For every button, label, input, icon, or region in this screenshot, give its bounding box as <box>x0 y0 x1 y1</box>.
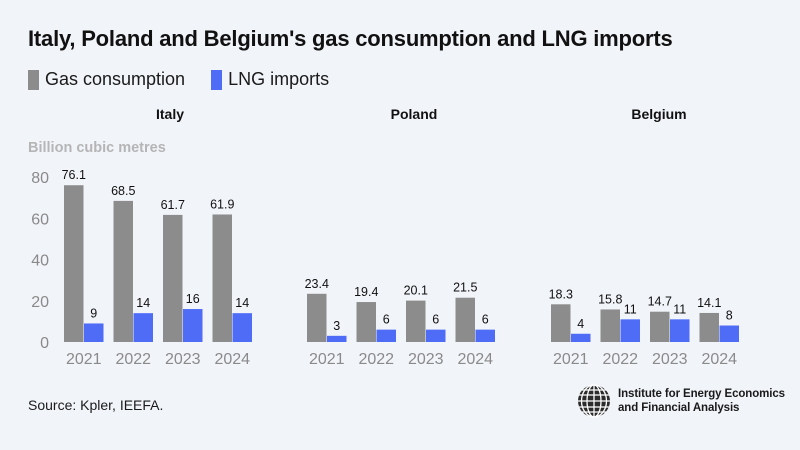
y-tick-label: 0 <box>40 335 49 352</box>
panel-title-belgium: Belgium <box>631 106 686 122</box>
bar-poland-gas-2024 <box>455 297 475 342</box>
ieefa-logo: Institute for Energy Economics and Finan… <box>576 383 785 419</box>
x-tick-label-belgium: 2022 <box>602 351 638 368</box>
y-tick-label: 20 <box>31 294 49 311</box>
bar-belgium-gas-2023 <box>650 311 670 342</box>
x-tick-label-italy: 2023 <box>165 351 201 368</box>
bar-italy-lng-2021 <box>84 323 104 342</box>
x-tick-label-italy: 2021 <box>66 351 102 368</box>
logo-line-2: and Financial Analysis <box>618 402 740 414</box>
bar-italy-gas-2022 <box>113 200 133 342</box>
bar-poland-lng-2023 <box>426 329 446 342</box>
bar-belgium-lng-2022 <box>620 319 640 342</box>
bar-italy-lng-2022 <box>133 313 153 342</box>
bar-italy-gas-2024 <box>212 214 232 342</box>
bar-poland-gas-2022 <box>356 302 376 342</box>
y-tick-label: 80 <box>31 170 49 187</box>
data-label-italy-lng-2024: 14 <box>235 296 249 310</box>
source-note: Source: Kpler, IEEFA. <box>28 397 164 413</box>
data-label-poland-gas-2022: 19.4 <box>354 285 378 299</box>
bar-poland-gas-2023 <box>406 300 426 342</box>
x-tick-label-poland: 2021 <box>309 351 345 368</box>
data-label-poland-lng-2022: 6 <box>383 313 390 327</box>
bar-poland-gas-2021 <box>307 293 327 342</box>
bar-belgium-lng-2023 <box>670 319 690 342</box>
data-label-italy-lng-2023: 16 <box>186 292 200 306</box>
x-tick-label-belgium: 2023 <box>652 351 688 368</box>
data-label-belgium-lng-2021: 4 <box>577 317 584 331</box>
bar-belgium-gas-2024 <box>699 312 719 342</box>
data-label-italy-gas-2024: 61.9 <box>210 197 234 211</box>
bar-poland-lng-2024 <box>475 329 495 342</box>
bar-poland-lng-2022 <box>376 329 396 342</box>
legend-label-lng: LNG imports <box>228 69 330 89</box>
bar-italy-lng-2024 <box>232 313 252 342</box>
data-label-poland-gas-2021: 23.4 <box>305 277 329 291</box>
legend-label-gas: Gas consumption <box>45 69 186 89</box>
data-label-belgium-gas-2021: 18.3 <box>549 287 573 301</box>
bar-italy-gas-2021 <box>64 185 84 342</box>
globe-icon <box>578 384 610 418</box>
data-label-belgium-lng-2024: 8 <box>726 309 733 323</box>
data-label-belgium-gas-2022: 15.8 <box>598 292 622 306</box>
panel-title-italy: Italy <box>156 106 184 122</box>
x-tick-label-italy: 2024 <box>214 351 250 368</box>
data-label-poland-lng-2024: 6 <box>482 313 489 327</box>
bar-belgium-gas-2022 <box>600 309 620 342</box>
data-label-poland-lng-2023: 6 <box>432 313 439 327</box>
data-label-italy-gas-2021: 76.1 <box>62 168 86 182</box>
bar-belgium-lng-2024 <box>719 325 739 342</box>
data-label-italy-gas-2023: 61.7 <box>161 198 185 212</box>
logo-line-1: Institute for Energy Economics <box>618 388 785 400</box>
x-tick-label-poland: 2023 <box>408 351 444 368</box>
x-tick-label-poland: 2022 <box>358 351 394 368</box>
data-label-poland-gas-2023: 20.1 <box>404 284 428 298</box>
panel-title-poland: Poland <box>391 106 438 122</box>
bar-belgium-lng-2021 <box>571 333 591 342</box>
data-label-poland-gas-2024: 21.5 <box>453 281 477 295</box>
y-tick-label: 60 <box>31 211 49 228</box>
bar-poland-lng-2021 <box>327 335 347 342</box>
legend-item-gas: Gas consumption <box>28 69 185 90</box>
y-tick-label: 40 <box>31 253 49 270</box>
legend: Gas consumption LNG imports <box>28 69 355 90</box>
x-tick-label-belgium: 2021 <box>553 351 589 368</box>
data-label-italy-lng-2021: 9 <box>90 306 97 320</box>
x-tick-label-italy: 2022 <box>115 351 151 368</box>
data-label-belgium-lng-2022: 11 <box>624 302 637 316</box>
legend-swatch-lng <box>211 69 223 90</box>
x-tick-label-belgium: 2024 <box>701 351 737 368</box>
y-axis-label: Billion cubic metres <box>28 140 166 156</box>
logo-text: Institute for Energy Economics and Finan… <box>618 387 785 415</box>
legend-swatch-gas <box>28 69 39 90</box>
bar-italy-lng-2023 <box>183 309 203 342</box>
data-label-italy-lng-2022: 14 <box>136 296 150 310</box>
data-label-poland-lng-2021: 3 <box>333 319 340 333</box>
bar-belgium-gas-2021 <box>551 304 571 342</box>
data-label-belgium-gas-2024: 14.1 <box>697 296 721 310</box>
x-tick-label-poland: 2024 <box>457 351 493 368</box>
data-label-belgium-lng-2023: 11 <box>673 302 686 316</box>
bar-italy-gas-2023 <box>163 214 183 342</box>
data-label-belgium-gas-2023: 14.7 <box>648 295 672 309</box>
data-label-italy-gas-2022: 68.5 <box>111 184 135 198</box>
legend-item-lng: LNG imports <box>211 69 329 90</box>
chart-title: Italy, Poland and Belgium's gas consumpt… <box>28 26 673 51</box>
